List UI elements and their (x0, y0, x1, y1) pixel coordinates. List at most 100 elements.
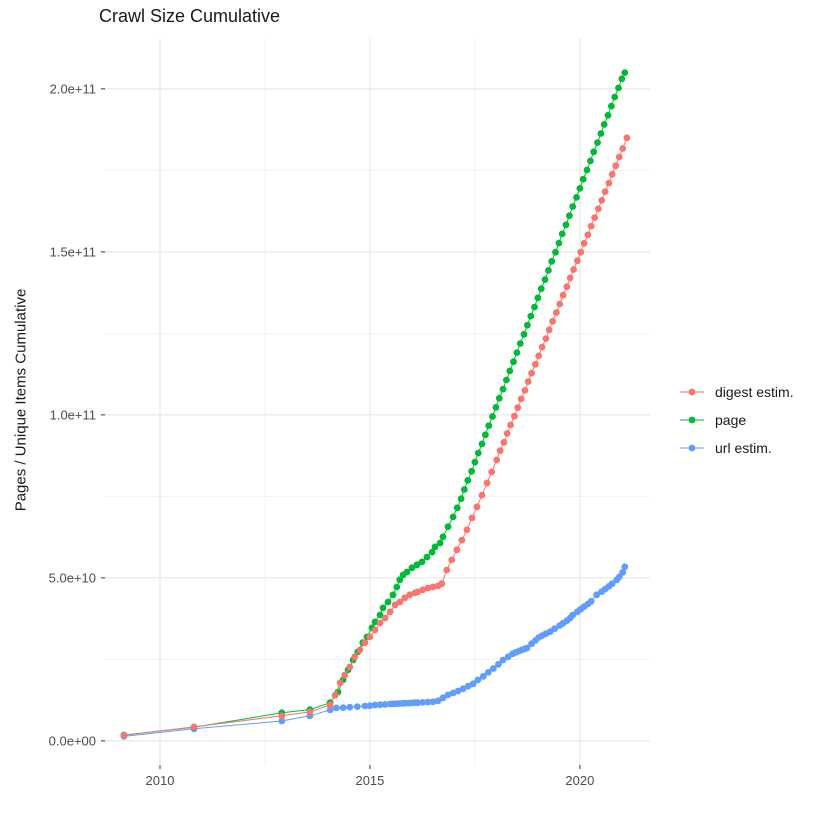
data-point (601, 188, 609, 196)
data-point (488, 468, 496, 476)
data-point (537, 285, 545, 293)
data-point (381, 614, 389, 622)
data-point (563, 283, 571, 291)
x-tick-label: 2020 (565, 773, 594, 788)
data-point (478, 491, 486, 499)
data-point (483, 479, 491, 487)
data-point (376, 619, 384, 627)
legend-key-dot (688, 388, 696, 396)
data-point (541, 276, 549, 283)
data-point (366, 633, 374, 641)
data-point (593, 591, 601, 599)
data-point (605, 179, 613, 187)
data-point (449, 513, 457, 521)
data-point (326, 701, 334, 709)
data-point (521, 387, 529, 394)
data-point (419, 586, 427, 594)
data-point (336, 679, 344, 687)
data-point (534, 294, 542, 302)
data-point (511, 412, 518, 420)
data-point (532, 360, 539, 368)
series-line (123, 72, 626, 736)
data-point (523, 644, 531, 652)
data-point (531, 303, 538, 311)
y-tick-label: 1.5e+11 (50, 244, 96, 259)
data-point (591, 214, 598, 222)
data-point (333, 704, 340, 712)
data-point (438, 580, 446, 588)
data-point (454, 687, 462, 695)
y-tick-label: 5.0e+10 (49, 570, 96, 585)
data-point (577, 248, 585, 256)
data-point (584, 231, 592, 239)
data-point (579, 175, 587, 183)
data-point (608, 170, 616, 178)
data-point (326, 706, 334, 714)
data-point (414, 699, 422, 707)
data-point (566, 274, 574, 282)
data-point (479, 672, 487, 680)
data-point (429, 698, 437, 706)
data-point (439, 694, 447, 702)
legend-label: url estim. (715, 440, 772, 456)
data-point (461, 486, 468, 493)
data-point (542, 335, 550, 342)
data-point (361, 702, 369, 710)
data-point (453, 546, 461, 554)
data-point (443, 566, 451, 574)
legend-item-url: url estim. (679, 434, 794, 462)
data-point (384, 598, 392, 606)
data-point (371, 701, 379, 709)
data-point (484, 669, 492, 676)
data-point (503, 430, 511, 437)
data-point (482, 431, 489, 439)
data-point (516, 340, 524, 347)
data-point (403, 568, 411, 576)
data-point (510, 358, 517, 366)
data-point (386, 608, 394, 616)
data-point (478, 440, 486, 448)
data-point (448, 556, 456, 564)
data-point (346, 703, 354, 711)
data-point (459, 685, 467, 693)
data-point (444, 691, 452, 699)
data-point (361, 639, 369, 647)
data-point (597, 130, 605, 137)
data-point (500, 438, 508, 446)
data-point (527, 312, 535, 320)
legend: digest estim. page url estim. (679, 378, 794, 462)
data-point (439, 533, 447, 541)
data-point (406, 591, 414, 599)
data-point (331, 691, 339, 699)
data-point (376, 701, 384, 709)
data-point (594, 139, 601, 146)
legend-key-icon (680, 416, 704, 424)
data-point (457, 495, 465, 503)
data-point (356, 646, 364, 654)
data-point (608, 580, 616, 588)
data-point (513, 349, 521, 356)
data-point (555, 239, 563, 247)
data-point (389, 591, 397, 599)
y-tick-label: 1.0e+11 (50, 407, 96, 422)
data-point (619, 568, 627, 576)
data-point (556, 300, 564, 308)
data-point (612, 162, 619, 170)
data-point (413, 561, 421, 569)
data-point (339, 704, 347, 711)
data-point (396, 598, 404, 606)
data-point (474, 676, 482, 684)
data-point (431, 543, 439, 551)
x-tick-label: 2010 (146, 773, 175, 788)
data-point (558, 230, 566, 238)
data-point (574, 257, 581, 265)
data-point (351, 653, 359, 661)
data-point (598, 197, 606, 204)
data-point (503, 376, 510, 384)
data-point (469, 680, 477, 688)
data-point (520, 330, 528, 338)
data-point (618, 75, 626, 83)
data-point (545, 326, 553, 334)
data-point (535, 352, 543, 360)
